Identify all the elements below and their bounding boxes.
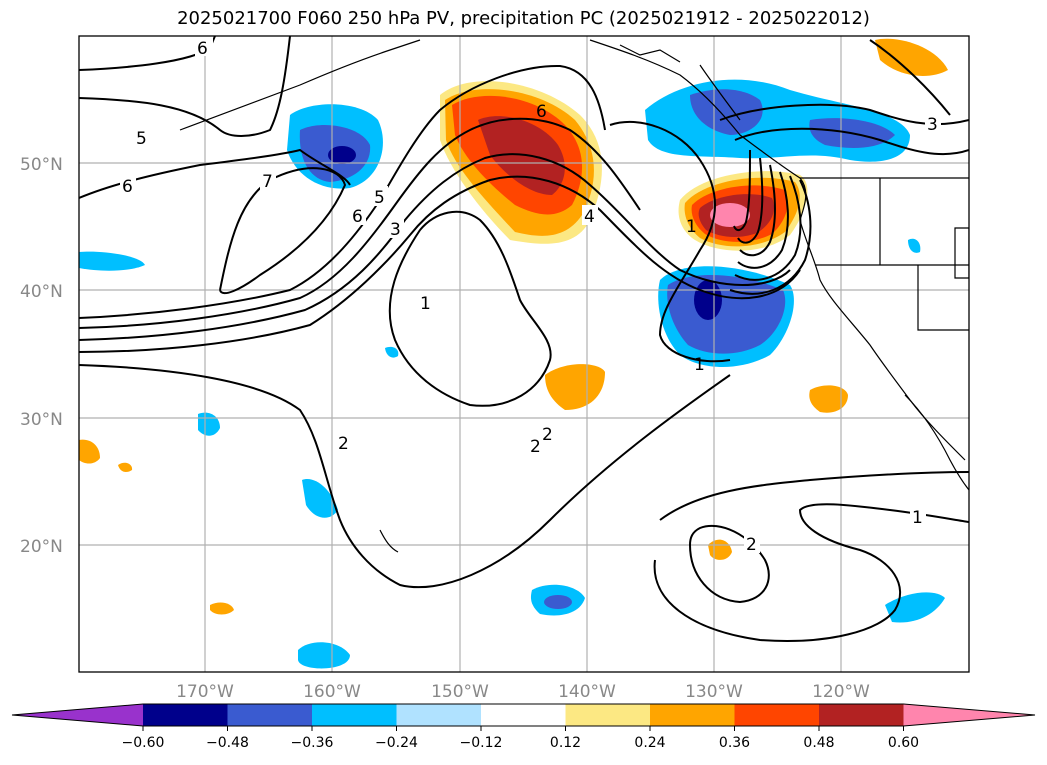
precip-positive-area: [478, 116, 565, 195]
colorbar: −0.60 −0.48 −0.36 −0.24 −0.12 0.12 0.24 0.36 0.4…: [11, 703, 1036, 751]
contour-label: 5: [374, 188, 385, 208]
pv-contour: [79, 36, 291, 137]
pv-contours-trough: [729, 149, 812, 295]
colorbar-tick-label: −0.24: [375, 735, 418, 751]
pv-contour: [737, 157, 764, 244]
contour-label: 2: [530, 437, 541, 457]
precip-positive-area: [210, 602, 234, 615]
pv-contour: [219, 167, 347, 295]
contour-label: 7: [262, 172, 273, 192]
precip-negative-area: [385, 346, 399, 358]
colorbar-tick-label: −0.36: [291, 735, 334, 751]
colorbar-segment: [396, 704, 482, 726]
contour-label: 1: [420, 294, 431, 314]
pv-contour: [609, 120, 731, 363]
colorbar-tick-label: 0.36: [719, 735, 750, 751]
contour-labels: 6 5 6 7 6 5 3 1 6 4 1 2 2 2 1 1: [120, 36, 941, 555]
precip-negative-area: [690, 89, 763, 135]
colorbar-tick-label: −0.12: [460, 735, 503, 751]
lat-label: 40°N: [20, 282, 63, 302]
pv-contours: [79, 36, 969, 642]
contour-label: 1: [686, 217, 697, 237]
map-frame: [78, 35, 970, 673]
pv-contour: [689, 524, 770, 604]
lat-label: 50°N: [20, 155, 63, 175]
lon-label: 150°W: [431, 682, 489, 702]
contour-label: 2: [542, 425, 553, 445]
colorbar-extend-min: [12, 704, 143, 726]
precip-negative-area: [908, 238, 921, 253]
lon-label: 120°W: [812, 682, 870, 702]
contour-label: 6: [197, 39, 208, 59]
contour-label: 3: [390, 220, 401, 240]
pv-contour: [734, 127, 969, 156]
precip-negative-area: [79, 251, 145, 271]
pv-contour: [737, 171, 789, 269]
pv-contour: [653, 503, 969, 642]
lon-label: 140°W: [558, 682, 616, 702]
pv-contour: [733, 149, 751, 232]
precip-positive-area: [545, 364, 605, 410]
pv-contour: [79, 117, 641, 329]
contour-label: 2: [338, 434, 349, 454]
coastlines: [179, 39, 969, 553]
pv-contour: [869, 39, 951, 116]
contour-label: 6: [352, 207, 363, 227]
contour-label: 6: [536, 102, 547, 122]
colorbar-extend-max: [903, 704, 1035, 726]
pv-contour: [729, 179, 812, 295]
colorbar-segment: [565, 704, 651, 726]
colorbar-segment: [481, 704, 566, 726]
precip-negative-area: [328, 146, 356, 164]
contour-label: 1: [912, 508, 923, 528]
colorbar-tick-label: 0.48: [803, 735, 834, 751]
contour-label: 1: [694, 355, 705, 375]
pv-contour: [739, 164, 776, 257]
colorbar-tick-label: −0.48: [206, 735, 249, 751]
pv-contour: [79, 64, 606, 319]
pv-contour: [79, 175, 801, 353]
graticule: [79, 36, 969, 672]
latitude-labels: 50°N 40°N 30°N 20°N: [20, 155, 63, 557]
map-panel: 6 5 6 7 6 5 3 1 6 4 1 2 2 2 1 1: [79, 36, 969, 672]
lon-label: 130°W: [685, 682, 743, 702]
lat-label: 30°N: [20, 410, 63, 430]
colorbar-tick-label: 0.60: [888, 735, 919, 751]
contour-label: 3: [927, 115, 938, 135]
contour-label: 4: [584, 207, 595, 227]
colorbar-segment: [650, 704, 735, 726]
contour-label: 6: [122, 177, 133, 197]
contour-label: 5: [136, 129, 147, 149]
pv-contour: [79, 364, 731, 589]
pv-contour: [659, 471, 969, 521]
colorbar-segment: [734, 704, 820, 726]
longitude-labels: 170°W 160°W 150°W 140°W 130°W 120°W: [176, 682, 870, 702]
pv-contour: [388, 210, 552, 407]
precip-negative-area: [298, 642, 350, 669]
precip-positive-area: [875, 38, 948, 76]
precip-positive-area: [79, 439, 100, 464]
colorbar-segment: [143, 704, 228, 726]
precip-negative-area: [544, 595, 572, 609]
pv-contour: [734, 175, 802, 281]
pv-contour: [79, 153, 791, 341]
precip-negative-area: [694, 280, 722, 320]
lon-label: 170°W: [176, 682, 234, 702]
precip-negative-area: [302, 479, 338, 518]
figure-title: 2025021700 F060 250 hPa PV, precipitatio…: [177, 8, 870, 29]
colorbar-segment: [819, 704, 904, 726]
lat-label: 20°N: [20, 537, 63, 557]
precip-positive-area: [710, 203, 750, 227]
lon-label: 160°W: [303, 682, 361, 702]
precip-positive-area: [809, 385, 848, 413]
colorbar-tick-label: 0.24: [634, 735, 665, 751]
precip-positive-area: [118, 462, 133, 473]
colorbar-tick-label: −0.60: [122, 735, 165, 751]
contour-label: 2: [746, 535, 757, 555]
colorbar-tick-label: 0.12: [550, 735, 581, 751]
colorbar-segment: [227, 704, 313, 726]
colorbar-segment: [312, 704, 397, 726]
